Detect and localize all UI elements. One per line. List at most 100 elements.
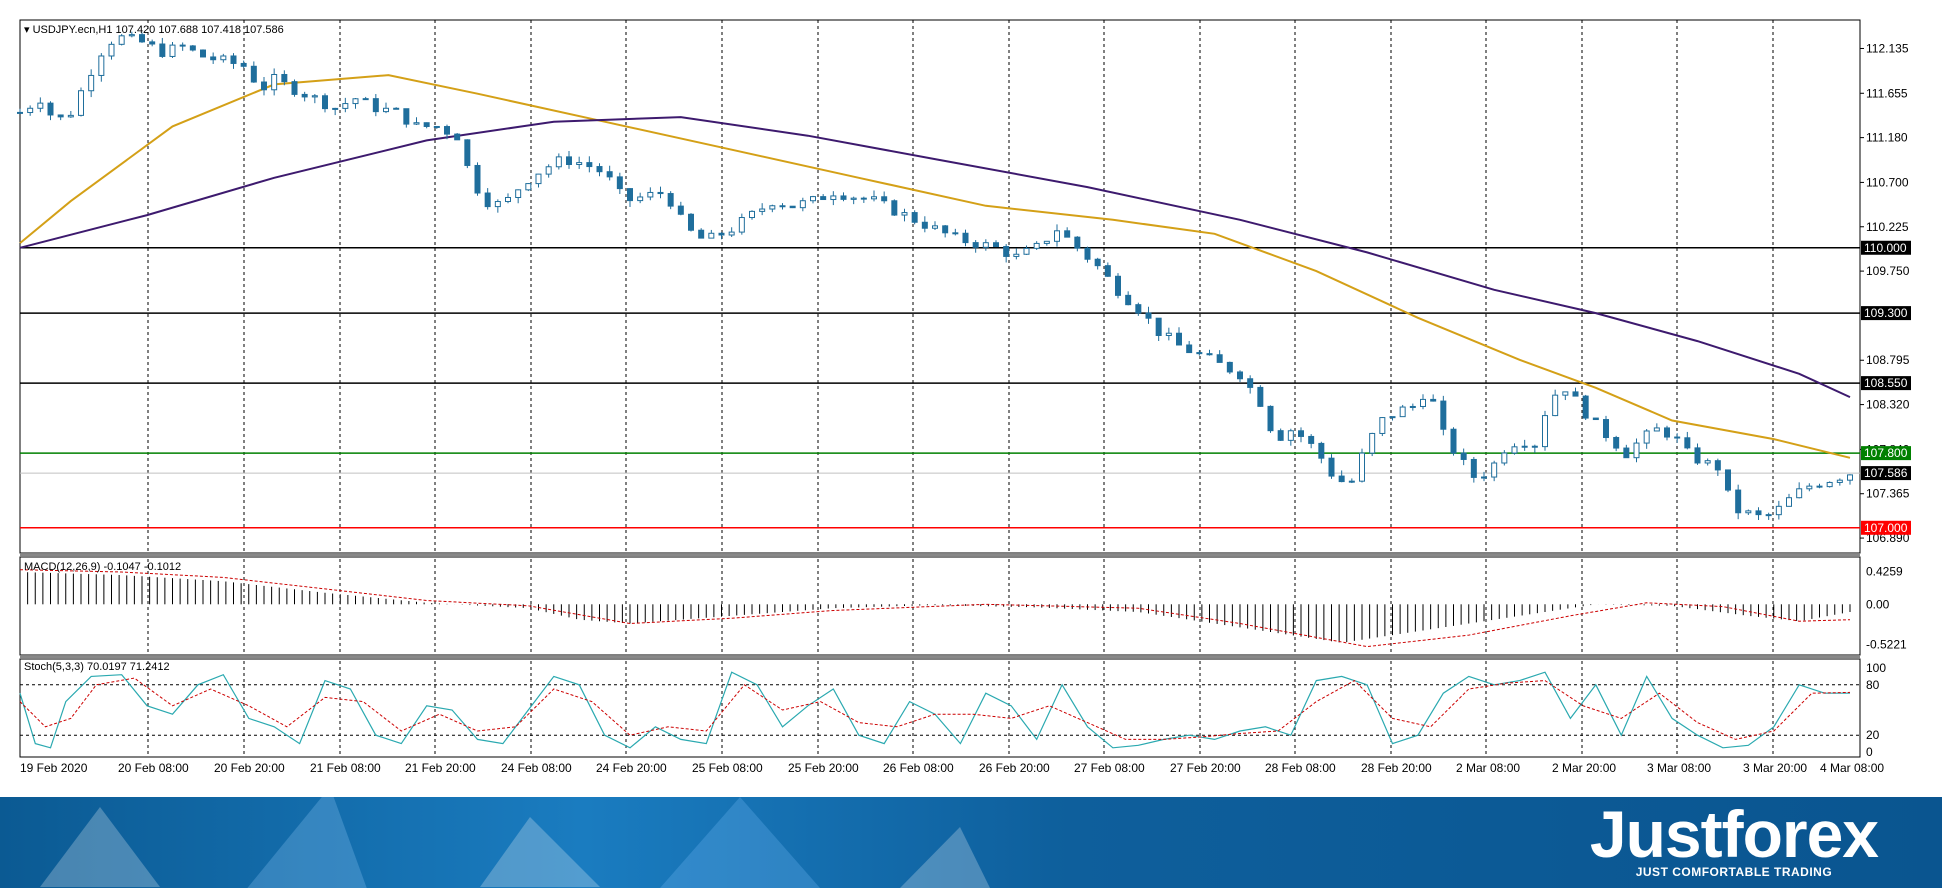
x-tick-label: 27 Feb 20:00 [1170,761,1241,775]
price-tick-label: 108.320 [1866,398,1910,412]
candle [179,44,186,47]
candle [1003,246,1010,257]
candle [1318,442,1325,459]
candle [1816,485,1823,488]
candle [576,162,583,166]
candle [1145,312,1152,319]
candle [332,107,339,110]
candle [240,62,247,67]
candle [1155,317,1162,337]
stoch-tick-label: 80 [1866,678,1880,692]
x-tick-label: 3 Mar 08:00 [1647,761,1711,775]
candle [1135,304,1142,314]
ohlc-header: 107.420 107.688 107.418 107.586 [116,24,284,36]
candle [718,232,725,236]
brand-tagline: JUST COMFORTABLE TRADING [1635,865,1833,879]
candle [627,188,633,202]
candle [962,232,969,244]
macd-tick-label: 0.00 [1866,597,1890,611]
candle [799,200,806,209]
candle [505,196,511,203]
macd-pane [19,556,1861,656]
candle [454,133,461,141]
candle [1043,240,1050,244]
x-tick-label: 26 Feb 08:00 [883,761,954,775]
candle [98,55,105,76]
current-price-label: 107.586 [1864,466,1908,480]
candle [738,217,745,233]
candle [1725,469,1731,491]
candle [1674,436,1681,439]
price-tick-label: 108.795 [1866,353,1910,367]
price-tick-label: 111.180 [1866,131,1908,145]
candle [1054,230,1060,242]
candle [352,98,359,105]
candle [78,90,84,116]
candle [159,43,166,57]
candle [88,74,95,92]
candle [1562,391,1569,396]
candle [545,166,552,175]
candle [1806,485,1813,490]
candle [1328,457,1335,477]
candle [484,192,491,208]
candle [1491,462,1498,478]
candle [1531,445,1538,448]
candle [311,95,318,98]
candle [281,73,288,83]
candle [57,114,64,118]
candle [810,196,816,202]
candle [271,73,278,91]
stoch-tick-label: 20 [1866,728,1880,742]
candle [67,114,74,118]
candle [1796,488,1803,499]
candle [200,49,206,58]
candle [1633,442,1640,459]
candle [1348,480,1355,483]
candle [1521,445,1528,448]
justforex-logo[interactable]: Justforex JUST COMFORTABLE TRADING [1590,797,1879,879]
candle [1765,514,1772,517]
candle [1481,476,1487,479]
candle [1572,391,1579,397]
candle [403,108,410,125]
candle [1359,452,1365,482]
candle [444,126,450,135]
candle [1460,452,1467,460]
candle [1623,447,1630,459]
candle [759,208,766,212]
candle [1216,354,1223,363]
candle [149,41,156,45]
candle [891,200,898,216]
candle [1165,332,1172,337]
candle [1694,447,1701,464]
candle [291,81,298,95]
candle [494,201,501,208]
candle [1745,510,1752,514]
candle [1226,361,1233,373]
x-tick-label: 4 Mar 08:00 [1820,761,1884,775]
candle [1287,430,1294,441]
candle [566,156,572,166]
candle [393,107,400,110]
candle [1653,427,1660,432]
candle [972,242,979,248]
candle [708,232,715,239]
candle [677,205,684,215]
x-tick-label: 27 Feb 08:00 [1074,761,1145,775]
candle [1176,332,1182,346]
candle [1735,489,1742,514]
candle [840,195,847,200]
candle [1643,430,1650,444]
level-label: 109.300 [1864,306,1908,320]
candle [1033,242,1040,249]
candle [47,102,54,116]
candle [667,193,674,207]
macd-tick-label: -0.5221 [1866,637,1907,651]
candle [383,107,389,113]
x-tick-label: 19 Feb 2020 [20,761,88,775]
candle [1257,386,1264,407]
candle [1267,405,1274,432]
candle [250,65,257,83]
candle [118,35,125,45]
